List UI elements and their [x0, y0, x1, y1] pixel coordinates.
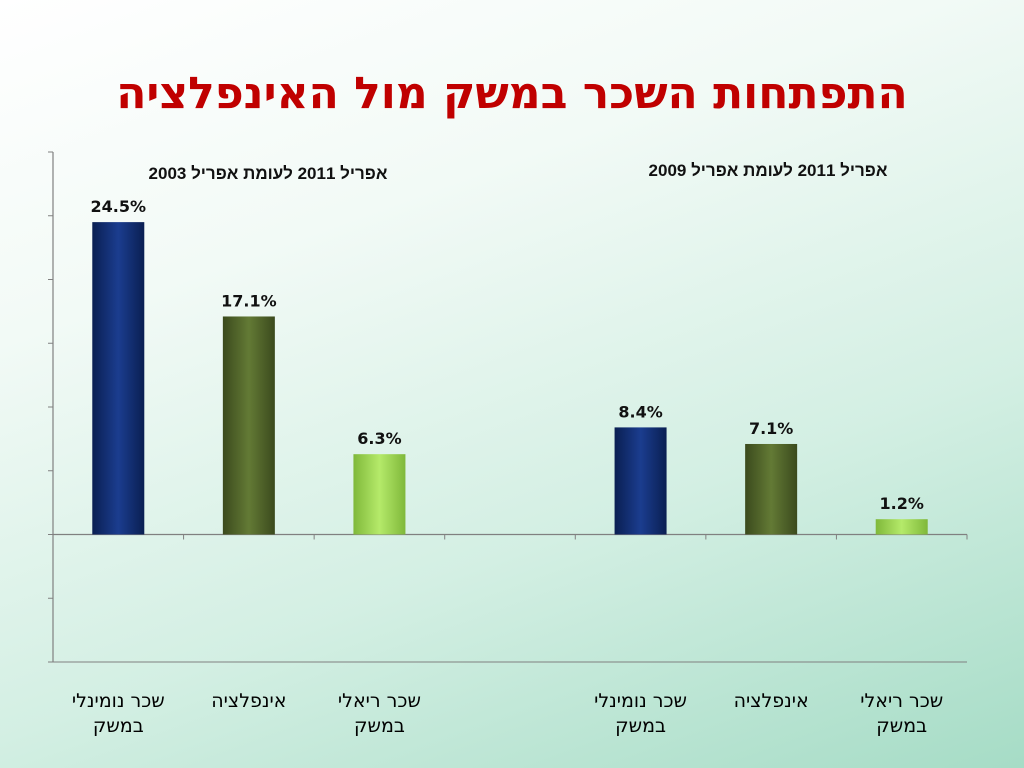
group-subtitle: אפריל 2011 לעומת אפריל 2003: [149, 164, 388, 183]
data-label: 1.2%: [880, 494, 924, 513]
data-label: 6.3%: [357, 429, 401, 448]
data-label: 24.5%: [91, 197, 147, 216]
data-label: 17.1%: [221, 291, 277, 310]
bar-real-wage: [353, 454, 406, 535]
category-label: שכר ריאלי במשק: [860, 690, 944, 737]
category-label: שכר נומינלי במשק: [594, 690, 687, 737]
category-label: שכר ריאלי במשק: [337, 690, 421, 737]
bar-nominal-wage: [614, 427, 667, 535]
category-label: אינפלציה: [733, 690, 809, 712]
page-title: התפתחות השכר במשק מול האינפלציה: [116, 68, 908, 119]
bar-inflation: [222, 316, 275, 535]
bar-real-wage: [875, 519, 928, 535]
data-label: 7.1%: [749, 419, 793, 438]
bar-nominal-wage: [92, 222, 145, 535]
data-label: 8.4%: [618, 402, 662, 421]
bar-inflation: [745, 443, 798, 535]
group-subtitle: אפריל 2011 לעומת אפריל 2009: [649, 161, 888, 180]
category-label: אינפלציה: [211, 690, 287, 712]
category-label: שכר נומינלי במשק: [71, 690, 165, 737]
